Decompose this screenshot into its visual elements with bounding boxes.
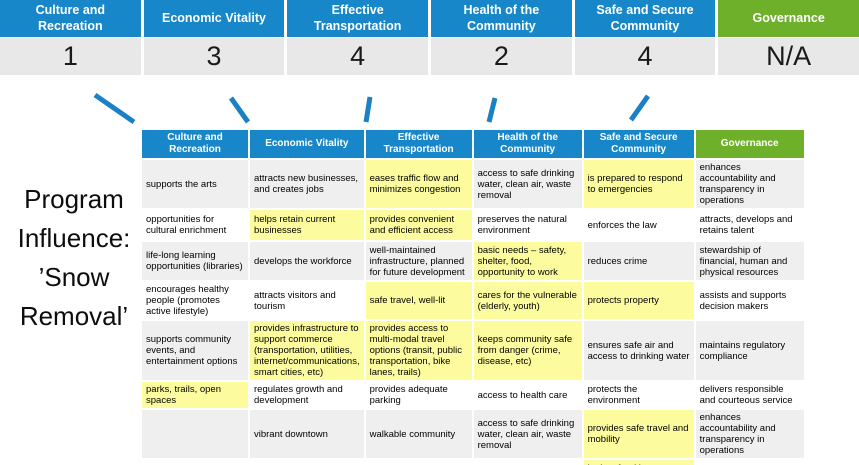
matrix-row: supports community events, and entertain… xyxy=(142,321,804,381)
influence-score: 1 xyxy=(0,38,141,75)
priority-scoreboard: Culture and Recreation Economic Vitality E… xyxy=(0,0,859,37)
matrix-cell-highlighted: protects property xyxy=(583,282,694,320)
matrix-cell: opportunities for cultural enrichment xyxy=(142,210,248,241)
matrix-cell-highlighted: basic needs – safety, shelter, food, opp… xyxy=(473,242,582,281)
program-label-line: ’Snow xyxy=(38,262,110,292)
matrix-cell: stewardship of financial, human and phys… xyxy=(695,242,804,281)
matrix-row: encourages healthy people (promotes acti… xyxy=(142,282,804,320)
matrix-cell: attracts, develops and retains talent xyxy=(695,210,804,241)
matrix-row: opportunities for cultural enrichment hel… xyxy=(142,210,804,241)
influence-score: 3 xyxy=(143,38,285,75)
matrix-cell: well-maintained infrastructure, planned … xyxy=(365,242,472,281)
priority-header: Safe and Secure Community xyxy=(574,0,716,37)
matrix-cell: ensures safe air and access to drinking … xyxy=(583,321,694,381)
matrix-cell: preserves the natural environment xyxy=(473,210,582,241)
matrix-cell: supports community events, and entertain… xyxy=(142,321,248,381)
matrix-cell: maintains regulatory compliance xyxy=(695,321,804,381)
matrix-cell: develops the workforce xyxy=(250,242,364,281)
matrix-cell-highlighted: provides safe travel and mobility xyxy=(583,410,694,459)
program-influence-label: Program Influence: ’Snow Removal’ xyxy=(0,180,148,336)
arrow-safe xyxy=(628,94,651,122)
matrix-column-header: Governance xyxy=(695,130,804,158)
arrow-health xyxy=(486,97,498,123)
matrix-cell: encourages healthy people (promotes acti… xyxy=(142,282,248,320)
matrix-cell: enforces the law xyxy=(583,210,694,241)
influence-score-row: 1 3 4 2 4 N/A xyxy=(0,38,859,75)
matrix-cell xyxy=(142,460,248,465)
matrix-row: vibrant downtown walkable community access… xyxy=(142,410,804,459)
matrix-row: looks after it's most vulnerable xyxy=(142,460,804,465)
matrix-cell-highlighted: eases traffic flow and minimizes congest… xyxy=(365,160,472,209)
matrix-cell-highlighted: is prepared to respond to emergencies xyxy=(583,160,694,209)
matrix-cell-highlighted: keeps community safe from danger (crime,… xyxy=(473,321,582,381)
matrix-cell-highlighted: provides infrastructure to support comme… xyxy=(250,321,364,381)
matrix-cell-highlighted: provides access to multi-modal travel op… xyxy=(365,321,472,381)
program-label-line: Removal’ xyxy=(19,301,129,331)
program-label-line: Influence: xyxy=(17,223,131,253)
matrix-cell: walkable community xyxy=(365,410,472,459)
matrix-row: supports the arts attracts new businesses… xyxy=(142,160,804,209)
matrix-cell: provides adequate parking xyxy=(365,382,472,409)
matrix-cell: vibrant downtown xyxy=(250,410,364,459)
matrix-cell: attracts new businesses, and creates job… xyxy=(250,160,364,209)
matrix-cell: attracts visitors and tourism xyxy=(250,282,364,320)
matrix-column-header: Culture and Recreation xyxy=(142,130,248,158)
arrow-economic xyxy=(228,96,251,124)
matrix-cell xyxy=(695,460,804,465)
matrix-column-header: Effective Transportation xyxy=(365,130,472,158)
program-label-line: Program xyxy=(24,184,124,214)
matrix-cell xyxy=(250,460,364,465)
matrix-cell: reduces crime xyxy=(583,242,694,281)
matrix-cell: assists and supports decision makers xyxy=(695,282,804,320)
priority-header: Economic Vitality xyxy=(143,0,285,37)
arrow-culture xyxy=(93,92,136,125)
priority-header: Governance xyxy=(718,0,859,37)
priority-matrix-table: Culture and Recreation Economic Vitality E… xyxy=(140,128,806,465)
matrix-column-header: Economic Vitality xyxy=(250,130,364,158)
matrix-row: parks, trails, open spaces regulates grow… xyxy=(142,382,804,409)
influence-score: 4 xyxy=(574,38,716,75)
priority-header: Effective Transportation xyxy=(287,0,428,37)
arrow-transportation xyxy=(363,96,373,123)
matrix-cell: regulates growth and development xyxy=(250,382,364,409)
matrix-cell: enhances accountability and transparency… xyxy=(695,410,804,459)
influence-score: 2 xyxy=(431,38,572,75)
priority-header: Health of the Community xyxy=(431,0,572,37)
matrix-cell: protects the environment xyxy=(583,382,694,409)
matrix-cell: life-long learning opportunities (librar… xyxy=(142,242,248,281)
matrix-cell xyxy=(142,410,248,459)
matrix-cell-highlighted: looks after it's most vulnerable xyxy=(583,460,694,465)
matrix-cell: enhances accountability and transparency… xyxy=(695,160,804,209)
matrix-cell: supports the arts xyxy=(142,160,248,209)
matrix-column-header: Safe and Secure Community xyxy=(583,130,694,158)
matrix-cell xyxy=(365,460,472,465)
matrix-cell-highlighted: provides convenient and efficient access xyxy=(365,210,472,241)
matrix-cell: access to safe drinking water, clean air… xyxy=(473,410,582,459)
matrix-cell: access to safe drinking water, clean air… xyxy=(473,160,582,209)
matrix-cell: delivers responsible and courteous servi… xyxy=(695,382,804,409)
matrix-cell-highlighted: parks, trails, open spaces xyxy=(142,382,248,409)
matrix-cell-highlighted: cares for the vulnerable (elderly, youth… xyxy=(473,282,582,320)
matrix-column-header: Health of the Community xyxy=(473,130,582,158)
matrix-row: life-long learning opportunities (librar… xyxy=(142,242,804,281)
influence-score: 4 xyxy=(287,38,428,75)
matrix-cell xyxy=(473,460,582,465)
influence-score: N/A xyxy=(718,38,859,75)
matrix-cell: access to health care xyxy=(473,382,582,409)
priority-header: Culture and Recreation xyxy=(0,0,141,37)
matrix-cell-highlighted: helps retain current businesses xyxy=(250,210,364,241)
matrix-cell-highlighted: safe travel, well-lit xyxy=(365,282,472,320)
